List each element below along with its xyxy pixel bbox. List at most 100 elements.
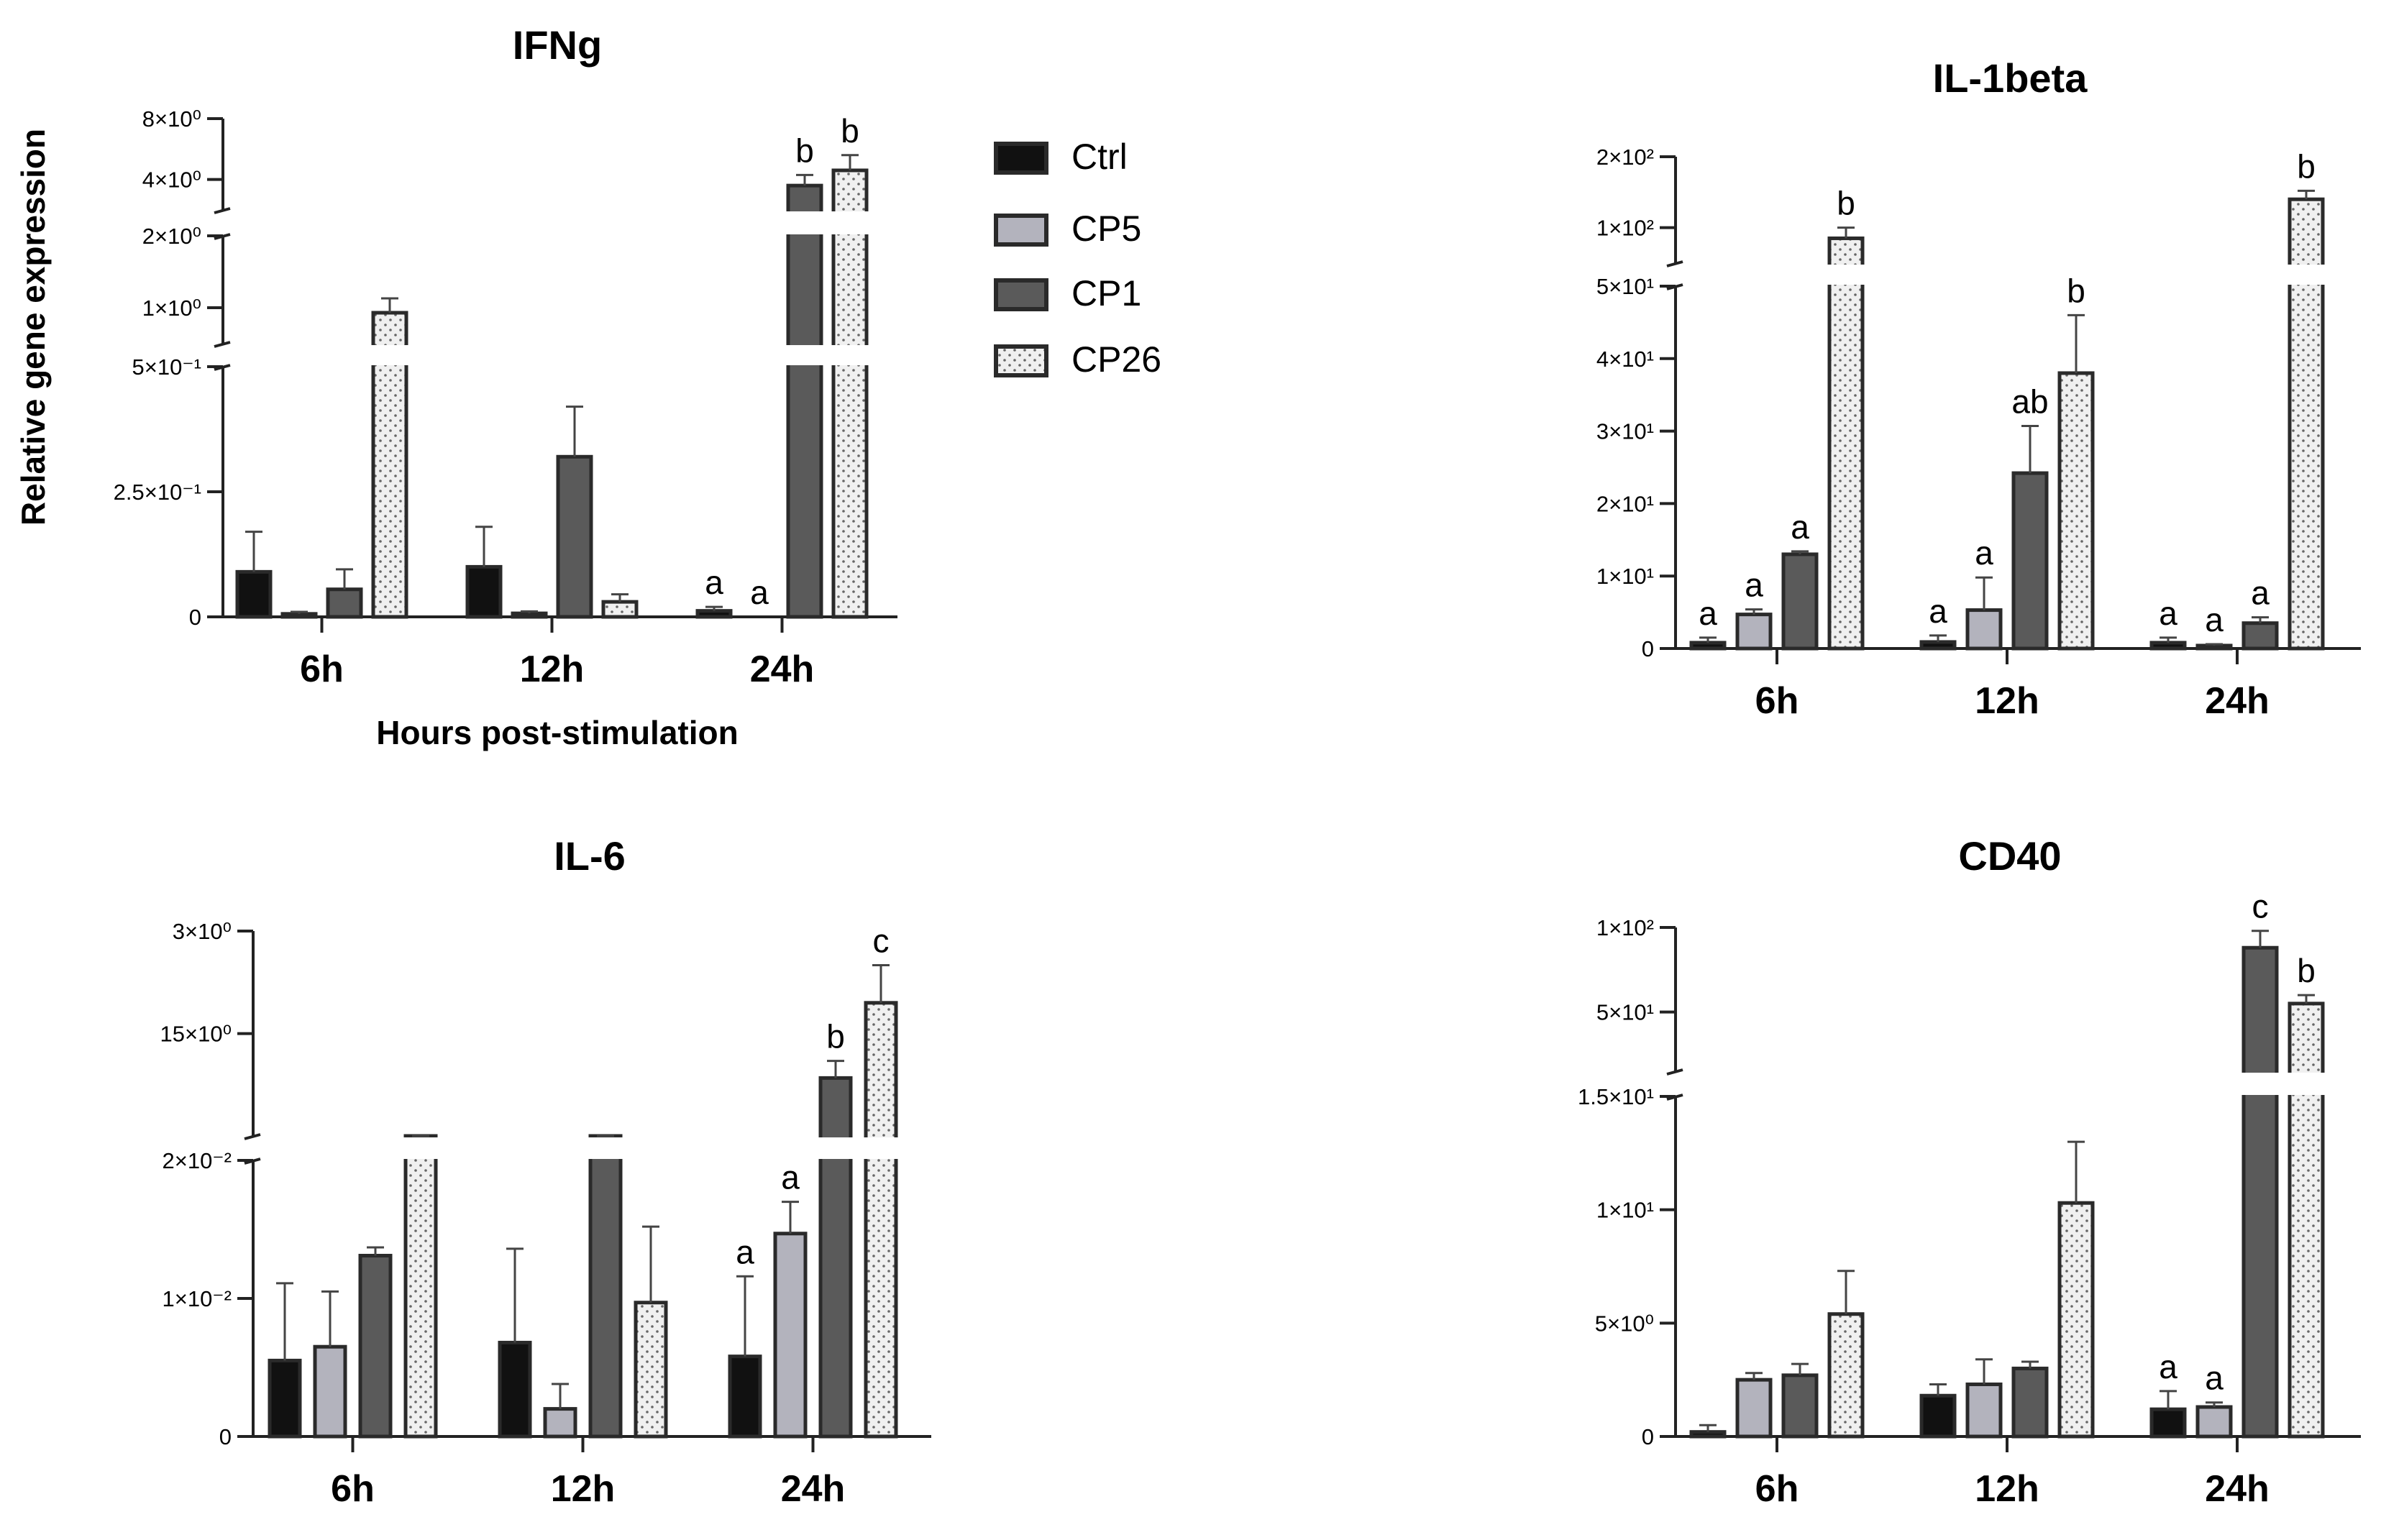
significance-letter: a bbox=[736, 1233, 754, 1270]
legend-item-cp1: CP1 bbox=[994, 273, 1141, 313]
significance-letter: a bbox=[2205, 1360, 2224, 1397]
significance-letter: b bbox=[841, 112, 859, 150]
bar bbox=[465, 564, 503, 619]
legend-swatch bbox=[994, 278, 1048, 311]
plot-area: 0 1×10⁻² 2×10⁻² 15×10⁰ 3×10⁰ 6h 12h 24h aa b c bbox=[160, 919, 931, 1510]
significance-letter: a bbox=[1791, 508, 1809, 546]
bar bbox=[358, 1253, 393, 1439]
panel-title: IFNg bbox=[513, 22, 602, 68]
bar bbox=[1781, 1373, 1819, 1439]
legend-label: CP26 bbox=[1071, 339, 1161, 380]
y-tick-label: 3×10¹ bbox=[1596, 419, 1654, 444]
y-tick-label: 4×10⁰ bbox=[142, 168, 201, 193]
bar bbox=[235, 569, 273, 619]
significance-letter: a bbox=[2159, 595, 2177, 632]
bar-break-gap bbox=[2287, 1073, 2326, 1095]
bar bbox=[498, 1340, 532, 1439]
bar bbox=[695, 609, 733, 619]
bar-break-gap bbox=[785, 211, 824, 234]
y-axis-label: Relative gene expression bbox=[14, 129, 52, 526]
bar bbox=[326, 587, 363, 619]
y-tick-label: 2×10⁰ bbox=[142, 224, 201, 249]
bar bbox=[1735, 613, 1773, 651]
legend-label: Ctrl bbox=[1071, 137, 1128, 177]
bar bbox=[634, 1301, 668, 1439]
legend-item-cp5: CP5 bbox=[994, 208, 1141, 249]
bar bbox=[831, 168, 869, 619]
y-tick-label: 1×10² bbox=[1596, 216, 1654, 241]
y-tick-label: 5×10⁰ bbox=[1595, 1311, 1654, 1336]
bar bbox=[403, 1134, 438, 1439]
significance-letter: a bbox=[2159, 1348, 2177, 1385]
bar bbox=[280, 612, 318, 619]
bar-break-gap bbox=[2241, 1073, 2280, 1095]
legend-item-ctrl: Ctrl bbox=[994, 137, 1128, 177]
bar bbox=[1781, 552, 1819, 651]
y-tick-label: 5×10¹ bbox=[1596, 274, 1654, 299]
bar bbox=[601, 600, 639, 619]
y-tick-label: 2×10⁻² bbox=[162, 1148, 232, 1173]
bar-break-gap bbox=[2287, 265, 2326, 285]
bar-break-gap bbox=[818, 1137, 854, 1159]
y-tick-label: 8×10⁰ bbox=[142, 106, 201, 132]
bar bbox=[786, 183, 823, 619]
x-tick-label: 6h bbox=[300, 648, 344, 690]
bar-break-gap bbox=[831, 345, 869, 365]
bar bbox=[773, 1232, 808, 1439]
bar bbox=[2195, 1405, 2233, 1439]
bar bbox=[313, 1344, 347, 1439]
x-tick-label: 12h bbox=[1975, 1468, 2039, 1510]
bar bbox=[1919, 640, 1957, 651]
axis-break-mark bbox=[214, 207, 231, 214]
bar-break-gap bbox=[863, 1137, 899, 1159]
bar bbox=[728, 1355, 762, 1439]
significance-letter: b bbox=[2297, 952, 2316, 989]
bar bbox=[2195, 643, 2233, 651]
y-tick-label: 0 bbox=[1642, 636, 1654, 661]
plot-area: 01×10¹2×10¹3×10¹4×10¹5×10¹1×10²2×10²6haa… bbox=[1596, 145, 2361, 722]
bar-break-gap bbox=[831, 211, 869, 234]
bar bbox=[511, 611, 548, 619]
bar bbox=[1919, 1393, 1957, 1439]
y-tick-label: 3×10⁰ bbox=[173, 919, 232, 944]
y-tick-label: 1×10¹ bbox=[1596, 564, 1654, 589]
y-tick-label: 1.5×10¹ bbox=[1578, 1084, 1654, 1109]
y-tick-label: 5×10⁻¹ bbox=[132, 354, 201, 380]
plot-area: 0 2.5×10⁻¹ 5×10⁻¹ 1×10⁰ 2×10⁰ 4×10⁰ 8×10⁰ 6h 12h… bbox=[114, 106, 897, 690]
axis-break-mark bbox=[1666, 260, 1683, 267]
legend-swatch bbox=[994, 142, 1048, 175]
x-tick-label: 6h bbox=[1755, 680, 1799, 722]
x-tick-label: 24h bbox=[2205, 680, 2270, 722]
legend-swatch bbox=[994, 214, 1048, 247]
y-tick-label: 0 bbox=[189, 605, 201, 630]
axis-break-mark bbox=[214, 341, 231, 348]
x-axis-label: Hours post-stimulation bbox=[376, 714, 738, 751]
significance-letter: c bbox=[873, 922, 890, 960]
bar bbox=[1965, 608, 2003, 651]
axis-break-mark bbox=[244, 1133, 261, 1140]
bar bbox=[2057, 1201, 2095, 1439]
significance-letter: a bbox=[2205, 601, 2224, 638]
bar bbox=[2241, 945, 2279, 1439]
bar bbox=[588, 1134, 623, 1439]
bar-break-gap bbox=[1827, 265, 1865, 285]
x-tick-label: 6h bbox=[1755, 1468, 1799, 1510]
plot-area: 0 5×10⁰ 1×10¹ 1.5×10¹ 5×10¹ 1×10² 6h 12h 24h a a cb bbox=[1578, 888, 2361, 1510]
bar bbox=[2057, 371, 2095, 651]
bar bbox=[556, 454, 593, 619]
x-tick-label: 12h bbox=[520, 648, 585, 690]
y-tick-label: 1×10⁰ bbox=[142, 295, 201, 321]
bar bbox=[1689, 1430, 1727, 1439]
bar bbox=[2149, 1407, 2187, 1439]
legend-label: CP5 bbox=[1071, 208, 1141, 249]
y-tick-label: 2.5×10⁻¹ bbox=[114, 480, 201, 505]
bar bbox=[818, 1076, 853, 1439]
significance-letter: a bbox=[1929, 592, 1947, 630]
legend-label: CP1 bbox=[1071, 273, 1141, 313]
bar bbox=[1689, 641, 1727, 651]
panel-title: IL-1beta bbox=[1933, 55, 2088, 101]
bar bbox=[1965, 1382, 2003, 1439]
bar bbox=[2011, 1366, 2049, 1439]
bar bbox=[268, 1358, 302, 1439]
significance-letter: a bbox=[1745, 567, 1763, 604]
